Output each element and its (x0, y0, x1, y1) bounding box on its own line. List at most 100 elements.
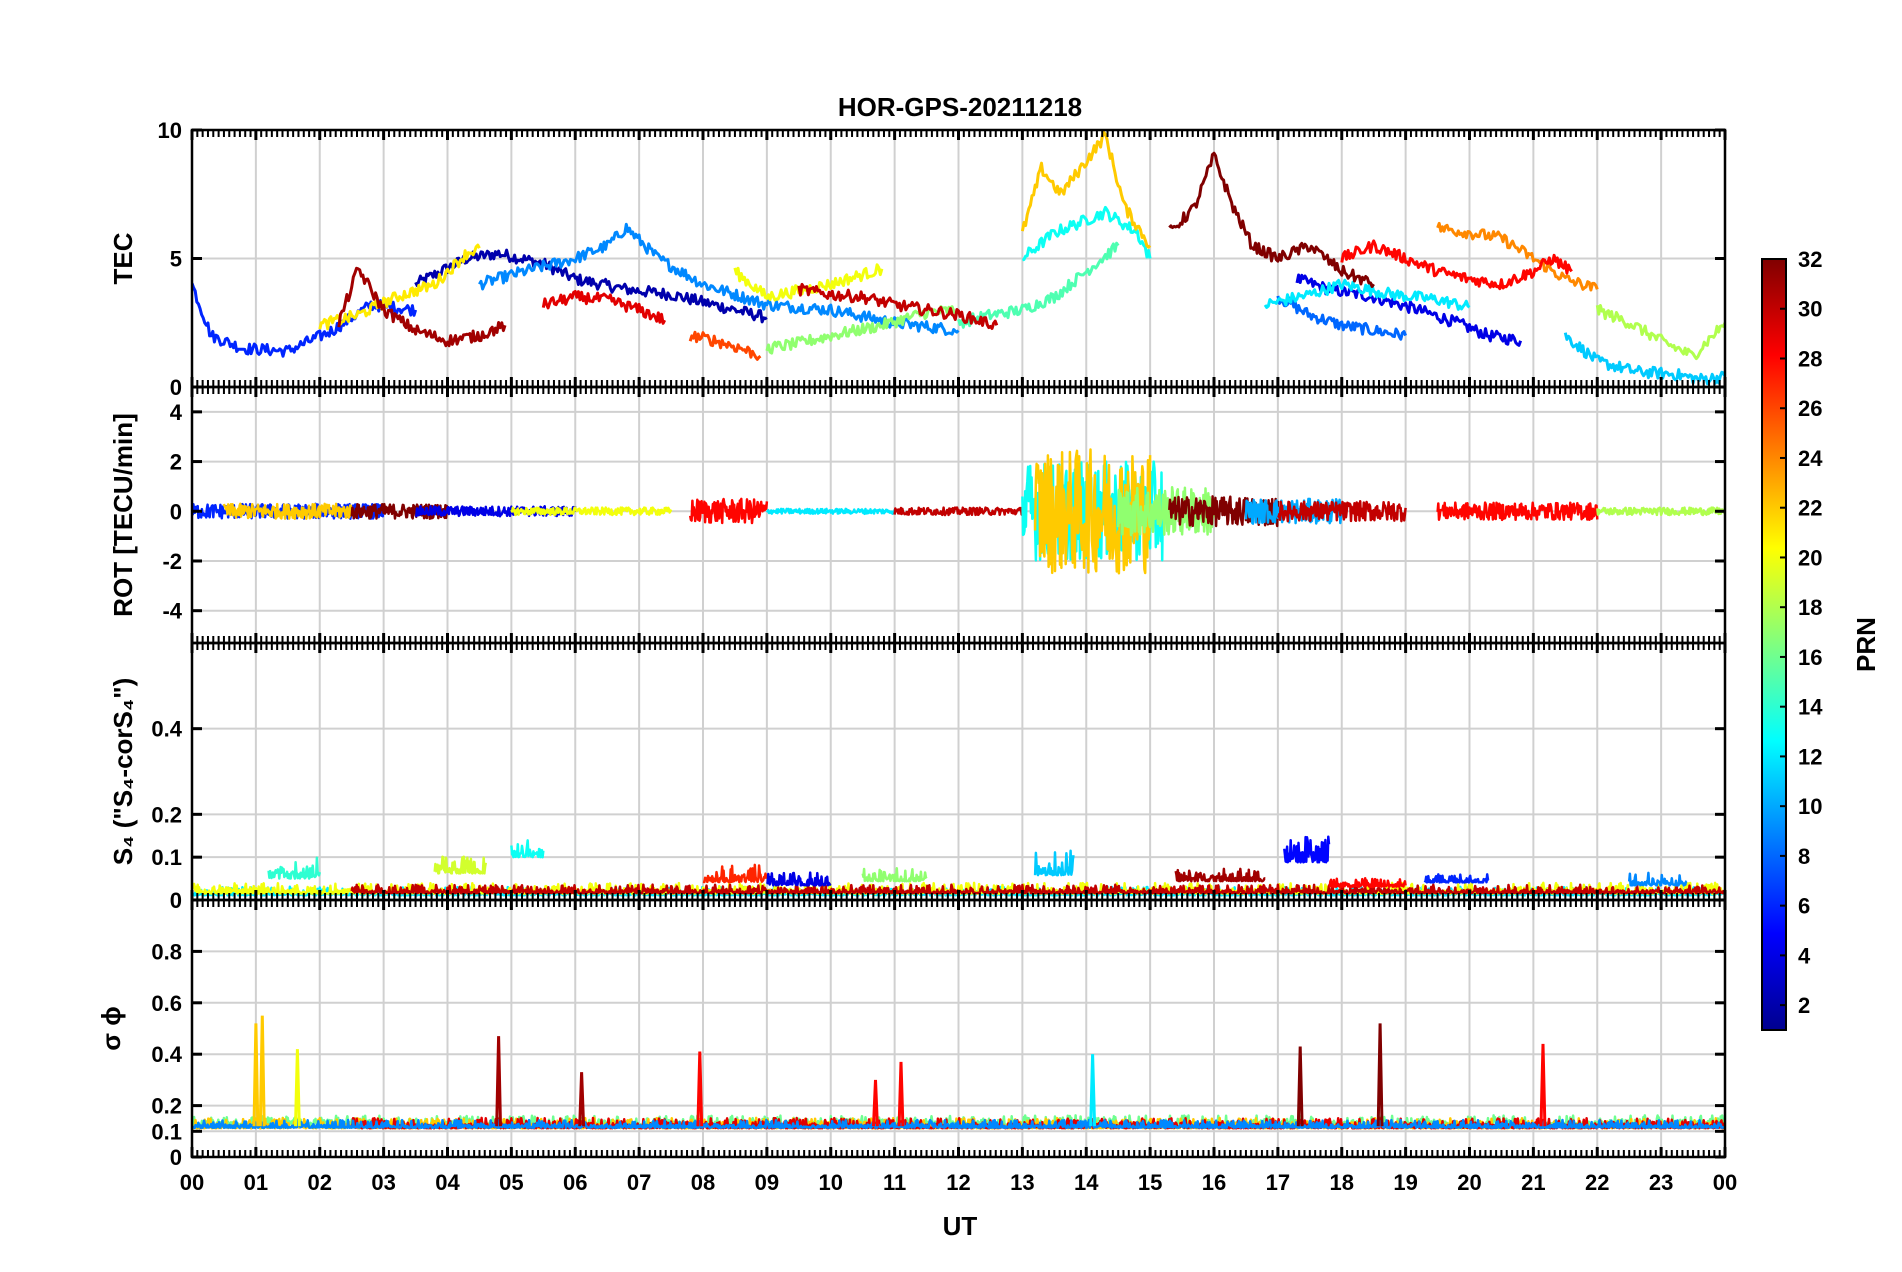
y-tick-label: -4 (162, 599, 182, 624)
s4-series-prn-19 (433, 855, 488, 875)
colorbar-tick-label: 20 (1798, 545, 1822, 570)
colorbar-tick-label: 4 (1798, 943, 1811, 968)
x-tick-label: 08 (691, 1170, 715, 1195)
x-tick-label: 05 (499, 1170, 523, 1195)
tec-series-prn-30 (797, 282, 999, 330)
x-tick-label: 06 (563, 1170, 587, 1195)
sigma-spike-prn-31 (578, 1072, 586, 1127)
y-tick-label: -2 (162, 549, 182, 574)
x-tick-label: 04 (435, 1170, 460, 1195)
colorbar-tick-label: 30 (1798, 297, 1822, 322)
x-tick-label: 22 (1585, 1170, 1609, 1195)
x-tick-label: 20 (1457, 1170, 1481, 1195)
panel-data-rot (192, 448, 1725, 575)
s4-series-prn-27 (702, 863, 769, 884)
sigma-spike-prn-32 (1376, 1023, 1384, 1127)
sigma-spike-prn-22 (252, 1023, 260, 1127)
x-tick-label: 17 (1266, 1170, 1290, 1195)
s4-series-prn-11 (1033, 849, 1075, 877)
tec-series-prn-11 (1563, 332, 1725, 386)
tec-series-prn-29 (541, 290, 667, 325)
s4-series-prn-13 (510, 839, 545, 859)
x-tick-label: 07 (627, 1170, 651, 1195)
panel-data-sigma (192, 1015, 1725, 1130)
rot-series-prn-22 (222, 502, 353, 520)
tec-series-prn-26 (688, 330, 762, 361)
sigma-spike-prn-22 (258, 1015, 266, 1127)
x-tick-label: 00 (180, 1170, 204, 1195)
colorbar-tick-label: 22 (1798, 496, 1822, 521)
tec-series-prn-6 (192, 282, 418, 358)
y-tick-label: 0.6 (151, 991, 182, 1016)
tec-series-prn-8 (1276, 295, 1407, 341)
chart-title: HOR-GPS-20211218 (838, 92, 1082, 122)
colorbar-gradient (1761, 258, 1787, 1031)
y-tick-label: 10 (158, 118, 182, 143)
x-tick-label: 09 (755, 1170, 779, 1195)
colorbar-tick-label: 8 (1798, 844, 1810, 869)
colorbar-tick-label: 14 (1798, 695, 1823, 720)
x-tick-label: 21 (1521, 1170, 1545, 1195)
y-axis-label-tec: TEC (108, 232, 138, 284)
panel-data-tec (192, 130, 1725, 386)
colorbar-tick-label: 26 (1798, 396, 1822, 421)
x-tick-label: 19 (1393, 1170, 1417, 1195)
s4-series-prn-14 (267, 856, 322, 880)
y-tick-label: 0 (170, 499, 182, 524)
sigma-series-prn-9 (192, 1118, 1725, 1129)
tec-series-prn-13 (1021, 205, 1152, 262)
y-tick-label: 5 (170, 247, 182, 272)
colorbar-tick-label: 18 (1798, 595, 1822, 620)
tec-series-prn-21 (318, 243, 481, 331)
sigma-spike-prn-28 (696, 1051, 704, 1127)
y-tick-label: 0.1 (151, 845, 182, 870)
sigma-spike-prn-28 (872, 1079, 879, 1127)
y-tick-label: 0.2 (151, 802, 182, 827)
x-tick-label: 12 (946, 1170, 970, 1195)
tec-series-prn-32 (1168, 151, 1375, 288)
x-axis-label: UT (943, 1211, 978, 1241)
s4-series-prn-17 (861, 867, 928, 883)
s4-series-prn-9 (1627, 871, 1688, 887)
rot-series-prn-12 (765, 507, 896, 516)
x-tick-label: 01 (244, 1170, 268, 1195)
sigma-spike-prn-28 (897, 1061, 905, 1127)
tec-series-prn-24 (1436, 221, 1599, 292)
colorbar-tick-label: 12 (1798, 744, 1822, 769)
x-tick-label: 16 (1202, 1170, 1226, 1195)
tec-series-prn-17 (765, 305, 960, 355)
x-tick-label: 00 (1713, 1170, 1737, 1195)
tec-series-prn-18 (1595, 304, 1725, 361)
s4-series-prn-4 (765, 871, 832, 887)
y-tick-label: 0.1 (151, 1119, 182, 1144)
y-tick-label: 0 (170, 1145, 182, 1170)
y-tick-label: 0.4 (151, 717, 182, 742)
rot-series-prn-30 (1277, 500, 1407, 523)
x-tick-label: 13 (1010, 1170, 1034, 1195)
y-tick-label: 0.4 (151, 1042, 182, 1067)
s4-series-prn-6 (1423, 873, 1490, 884)
colorbar-tick-label: 24 (1798, 446, 1823, 471)
tec-series-prn-15 (957, 241, 1120, 329)
x-tick-label: 18 (1330, 1170, 1354, 1195)
rot-series-prn-28 (1436, 501, 1599, 522)
s4-series-prn-28 (1328, 877, 1407, 888)
y-axis-label-sigma: σ ϕ (96, 1006, 126, 1051)
tec-series-prn-31 (337, 266, 507, 348)
colorbar-tick-label: 6 (1798, 894, 1810, 919)
tec-series-prn-28 (1340, 239, 1573, 291)
y-tick-label: 2 (170, 450, 182, 475)
x-tick-label: 15 (1138, 1170, 1162, 1195)
rot-series-prn-18 (1596, 506, 1725, 517)
rot-series-prn-30 (893, 506, 1024, 517)
y-tick-label: 0 (170, 888, 182, 913)
sigma-spike-prn-31 (495, 1036, 502, 1127)
tec-series-prn-9 (478, 222, 960, 336)
colorbar-tick-label: 16 (1798, 645, 1822, 670)
colorbar-label: PRN (1851, 617, 1881, 672)
s4-series-prn-31 (1174, 867, 1266, 883)
panel-s4: 0 0.1 0.2 0.4 S₄ ("S₄-corS₄") (108, 641, 1727, 913)
colorbar-tick-label: 28 (1798, 346, 1822, 371)
